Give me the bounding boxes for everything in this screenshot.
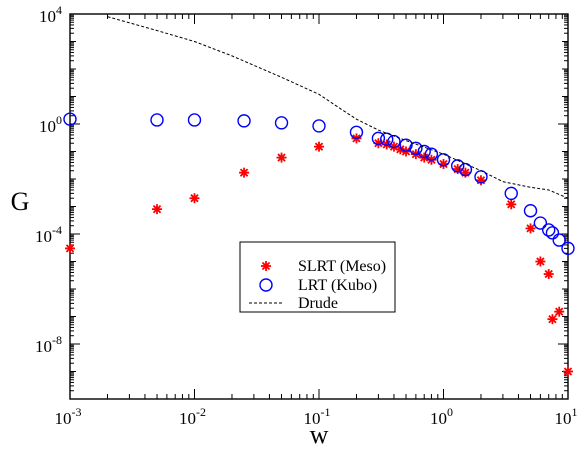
slrt-point xyxy=(475,175,486,186)
lrt-point xyxy=(436,153,451,167)
y-tick-label: 10-4 xyxy=(35,223,62,246)
x-axis-title: w xyxy=(310,420,329,449)
slrt-point xyxy=(239,167,250,178)
x-tick-label: 10-1 xyxy=(304,405,331,428)
slrt-point xyxy=(314,141,324,152)
lrt-point xyxy=(561,241,575,256)
lrt-point xyxy=(552,233,566,247)
slrt-point xyxy=(189,193,200,204)
slrt-point xyxy=(65,243,75,254)
lrt-point xyxy=(380,132,394,146)
lrt-point xyxy=(424,147,439,161)
x-tick-label: 10-3 xyxy=(55,405,82,428)
lrt-point xyxy=(523,204,538,218)
x-tick-label: 10-2 xyxy=(179,405,206,428)
slrt-point xyxy=(535,256,546,267)
lrt-point xyxy=(237,114,251,128)
drude-line xyxy=(107,16,569,199)
y-axis-title: G xyxy=(11,187,30,216)
y-tick-label: 100 xyxy=(39,113,62,136)
lrt-point xyxy=(450,159,465,173)
lrt-point xyxy=(312,119,326,133)
legend-label: LRT (Kubo) xyxy=(298,277,377,294)
lrt-point xyxy=(349,125,364,139)
ticks xyxy=(69,14,569,400)
slrt-point xyxy=(276,152,287,163)
x-tick-label: 101 xyxy=(555,405,578,428)
marks xyxy=(63,16,575,377)
slrt-point xyxy=(547,314,558,325)
lrt-point xyxy=(150,113,164,127)
lrt-point xyxy=(533,216,548,230)
lrt-point xyxy=(274,116,289,130)
x-tick-label: 100 xyxy=(430,405,453,428)
y-tick-label: 10-8 xyxy=(35,333,62,356)
slrt-point xyxy=(554,306,565,317)
legend: SLRT (Meso) LRT (Kubo)Drude xyxy=(239,241,396,313)
lrt-point xyxy=(542,223,556,237)
slrt-point xyxy=(563,366,573,377)
lrt-point xyxy=(399,138,413,152)
plot-frame xyxy=(69,13,569,400)
slrt-point xyxy=(525,223,536,234)
lrt-point xyxy=(63,112,77,126)
lrt-point xyxy=(417,144,431,159)
lrt-point xyxy=(371,131,386,146)
legend-label: SLRT (Meso) xyxy=(298,258,386,275)
legend-label: Drude xyxy=(298,295,338,312)
legend-marker-slrt xyxy=(261,261,271,271)
legend-marker-lrt xyxy=(259,278,273,292)
lrt-point xyxy=(545,226,560,240)
lrt-point xyxy=(458,162,473,177)
slrt-point xyxy=(543,269,554,280)
legend-box xyxy=(239,241,396,313)
y-tick-label: 104 xyxy=(39,3,62,26)
lrt-point xyxy=(409,141,423,156)
slrt-point xyxy=(152,204,163,215)
slrt-point xyxy=(506,199,517,210)
lrt-point xyxy=(187,113,202,127)
tick-labels: 10-3 10-2 10-1 100 101 10-8 10-4 100 104 xyxy=(35,3,578,428)
lrt-point xyxy=(504,186,518,201)
